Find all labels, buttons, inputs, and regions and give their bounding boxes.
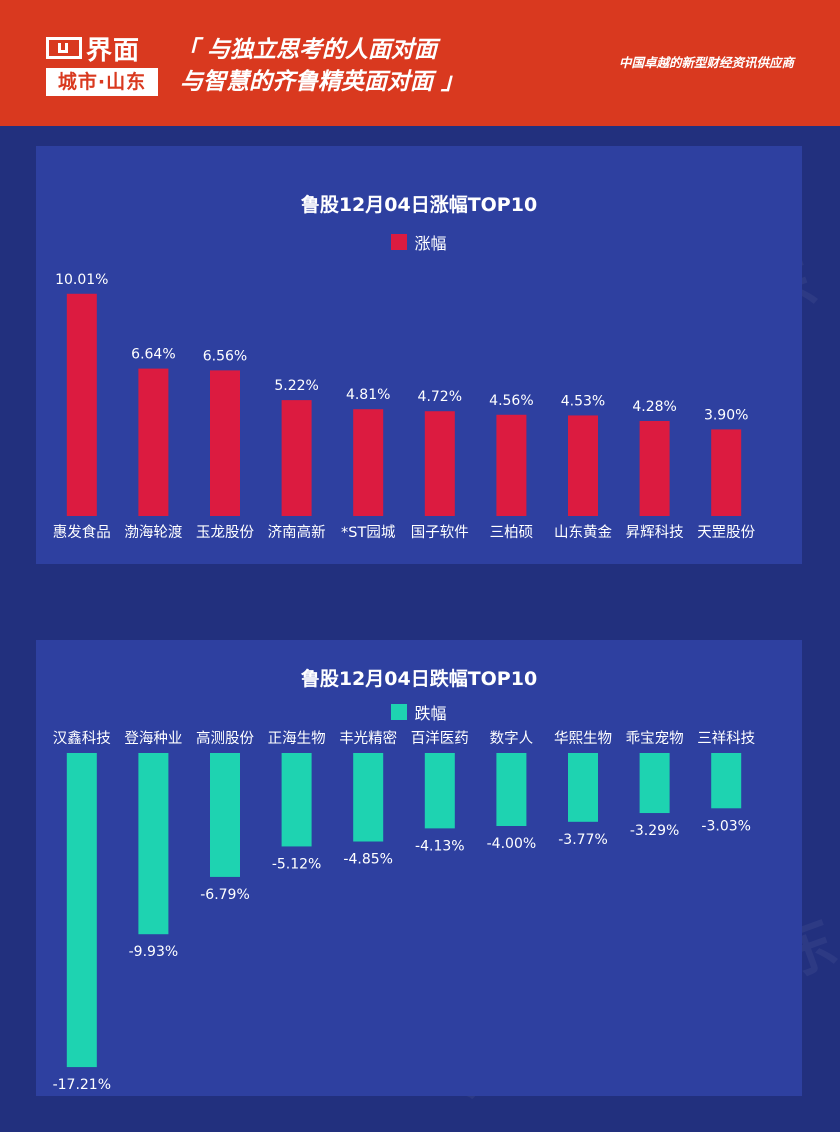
fall-bar bbox=[210, 753, 240, 877]
fall-category-label: 三祥科技 bbox=[697, 730, 755, 747]
fall-value-label: -3.77% bbox=[558, 832, 608, 848]
rise-category-label: 昇辉科技 bbox=[626, 524, 684, 541]
rise-value-label: 4.72% bbox=[418, 389, 462, 405]
rise-category-label: 天罡股份 bbox=[697, 524, 755, 541]
fall-category-label: 高测股份 bbox=[196, 730, 254, 747]
fall-bar-chart: -17.21% 汉鑫科技 -9.93% 登海种业 -6.79% 高测股份 -5.12% 正海生… bbox=[53, 729, 756, 1093]
rise-value-label: 6.56% bbox=[203, 348, 247, 364]
logo-name: 界面 bbox=[86, 35, 141, 66]
rise-category-label: *ST园城 bbox=[341, 524, 396, 541]
rise-category-label: 玉龙股份 bbox=[196, 524, 254, 541]
fall-value-label: -4.85% bbox=[343, 852, 393, 868]
fall-category-label: 乖宝宠物 bbox=[626, 730, 684, 747]
rise-value-label: 4.56% bbox=[489, 393, 533, 409]
rise-bar bbox=[496, 414, 527, 516]
rise-legend-label: 涨幅 bbox=[414, 234, 447, 253]
rise-value-label: 4.81% bbox=[346, 387, 390, 403]
fall-value-label: -4.00% bbox=[487, 836, 537, 852]
rise-category-label: 三柏硕 bbox=[490, 524, 534, 541]
fall-bar bbox=[424, 753, 455, 829]
rise-bar bbox=[711, 429, 742, 516]
fall-value-label: -5.12% bbox=[272, 856, 322, 872]
fall-category-label: 数字人 bbox=[490, 730, 534, 747]
fall-bar bbox=[496, 753, 527, 826]
rise-value-label: 6.64% bbox=[131, 347, 175, 363]
fall-value-label: -6.79% bbox=[200, 887, 250, 903]
fall-bar bbox=[711, 753, 742, 809]
fall-category-label: 正海生物 bbox=[268, 730, 326, 747]
rise-category-label: 济南高新 bbox=[268, 524, 326, 541]
rise-legend: 涨幅 bbox=[36, 230, 802, 254]
jiemian-logo: 界面 城市·山东 bbox=[46, 32, 158, 98]
fall-bar bbox=[568, 753, 598, 822]
fall-category-label: 汉鑫科技 bbox=[53, 729, 111, 747]
fall-category-label: 百洋医药 bbox=[411, 730, 469, 747]
rise-chart-title: 鲁股12月04日涨幅TOP10 bbox=[300, 194, 538, 216]
fall-legend: 跌幅 bbox=[36, 700, 802, 724]
fall-value-label: -4.13% bbox=[415, 838, 465, 854]
fall-bar bbox=[353, 753, 384, 842]
fall-bar bbox=[281, 753, 312, 847]
rise-category-label: 惠发食品 bbox=[53, 524, 111, 541]
jiemian-logo-icon bbox=[46, 37, 82, 59]
fall-bar bbox=[66, 753, 97, 1068]
fall-value-label: -3.29% bbox=[630, 823, 680, 839]
rise-value-label: 4.28% bbox=[632, 399, 676, 415]
fall-bar bbox=[639, 753, 670, 814]
rise-value-label: 5.22% bbox=[274, 378, 318, 394]
rise-bar bbox=[424, 411, 455, 516]
rise-bar bbox=[66, 293, 97, 516]
fall-value-label: -3.03% bbox=[701, 818, 751, 834]
fall-legend-label: 跌幅 bbox=[414, 704, 447, 723]
rise-value-label: 3.90% bbox=[704, 407, 748, 423]
rise-bar bbox=[210, 370, 240, 516]
rise-category-label: 山东黄金 bbox=[554, 524, 612, 541]
tagline: 中国卓越的新型财经资讯供应商 bbox=[618, 55, 794, 70]
fall-value-label: -17.21% bbox=[53, 1077, 111, 1093]
rise-bar bbox=[353, 409, 384, 516]
slogan: 「 与独立思考的人面对面 与智慧的齐鲁精英面对面 」 bbox=[176, 34, 464, 98]
rise-bar bbox=[138, 368, 169, 516]
rise-category-label: 国子软件 bbox=[411, 524, 469, 541]
fall-category-label: 丰光精密 bbox=[339, 730, 397, 747]
slogan-line-2: 与智慧的齐鲁精英面对面 」 bbox=[180, 69, 465, 95]
fall-category-label: 华熙生物 bbox=[554, 730, 612, 747]
rise-bar bbox=[568, 415, 598, 516]
header-banner: 界面 城市·山东 「 与独立思考的人面对面 与智慧的齐鲁精英面对面 」 中国卓越… bbox=[0, 0, 840, 126]
logo-subtitle: 城市·山东 bbox=[46, 68, 158, 96]
rise-category-label: 渤海轮渡 bbox=[124, 524, 182, 541]
fall-legend-swatch bbox=[391, 704, 408, 720]
slogan-line-1: 「 与独立思考的人面对面 bbox=[176, 37, 438, 63]
rise-bar-chart: 10.01% 惠发食品 6.64% 渤海轮渡 6.56% 玉龙股份 5.22% 济南高新 4.8… bbox=[53, 272, 756, 541]
fall-bar bbox=[138, 753, 169, 935]
fall-chart-title: 鲁股12月04日跌幅TOP10 bbox=[300, 668, 538, 690]
rise-bar bbox=[281, 400, 312, 516]
rise-bar bbox=[639, 420, 670, 516]
fall-value-label: -9.93% bbox=[129, 944, 179, 960]
rise-value-label: 10.01% bbox=[55, 272, 108, 288]
fall-category-label: 登海种业 bbox=[124, 730, 182, 747]
rise-chart-panel: 鲁股12月04日涨幅TOP10 涨幅 10.01% 惠发食品 6.64% 渤海轮渡 6.… bbox=[36, 146, 802, 564]
rise-value-label: 4.53% bbox=[561, 393, 605, 409]
rise-legend-swatch bbox=[391, 234, 408, 250]
fall-chart-panel: 鲁股12月04日跌幅TOP10 跌幅 -17.21% 汉鑫科技 -9.93% 登海种业… bbox=[36, 640, 802, 1096]
